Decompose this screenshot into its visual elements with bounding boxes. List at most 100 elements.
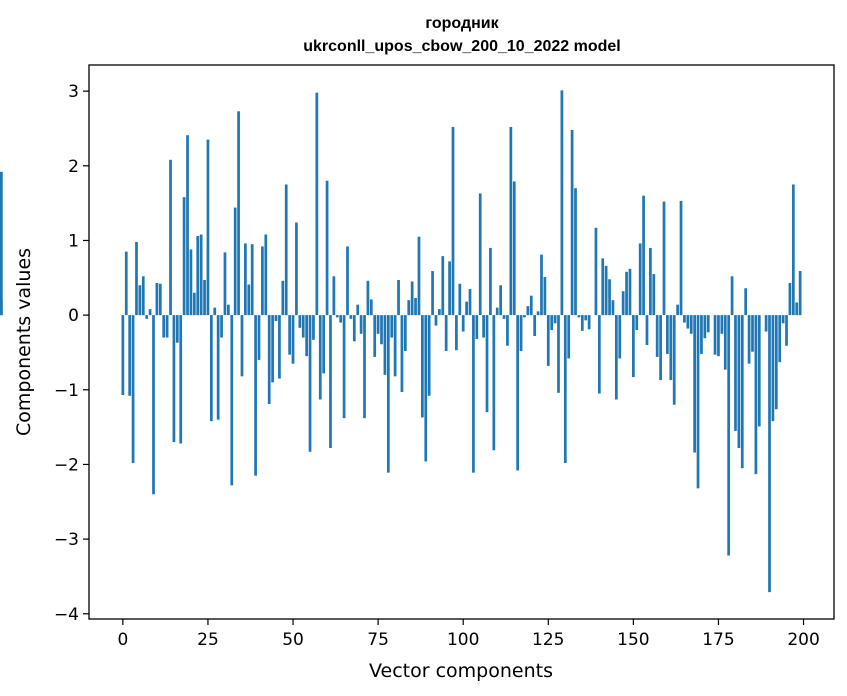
bar: [308, 315, 312, 452]
x-tick-label: 50: [282, 630, 304, 650]
y-tick-label: −4: [54, 605, 79, 625]
bar: [771, 315, 775, 422]
bar: [131, 315, 135, 463]
bar: [580, 315, 584, 331]
x-tick-label: 175: [702, 630, 734, 650]
bar: [693, 315, 696, 453]
bar: [247, 284, 251, 316]
bar: [557, 315, 560, 393]
x-tick-label: 200: [787, 630, 819, 650]
bar: [618, 315, 622, 359]
bar: [244, 243, 247, 316]
bar: [342, 315, 346, 419]
bar: [325, 180, 329, 316]
bar: [329, 315, 332, 449]
bar: [216, 315, 220, 420]
bar: [489, 247, 492, 316]
bar: [359, 315, 363, 334]
bar: [737, 315, 741, 449]
bar: [332, 276, 336, 316]
bar: [220, 315, 223, 338]
bar: [206, 139, 210, 316]
bar: [683, 315, 686, 323]
bar: [689, 315, 693, 334]
bar: [533, 315, 537, 337]
bar: [451, 126, 455, 316]
chart-title: городник: [425, 15, 499, 32]
bar: [458, 283, 462, 316]
bar: [672, 315, 676, 405]
bar: [492, 315, 496, 451]
bar: [373, 315, 377, 357]
bar: [635, 315, 639, 331]
bar: [438, 309, 441, 316]
bar: [478, 193, 482, 316]
bar: [138, 285, 142, 316]
bar: [546, 315, 550, 366]
bar: [509, 126, 513, 316]
bar: [781, 315, 785, 324]
bar: [567, 315, 571, 359]
bar: [203, 280, 206, 316]
bar: [223, 252, 227, 316]
bar: [686, 315, 690, 329]
bar: [158, 283, 162, 316]
bar: [230, 315, 234, 486]
bar: [713, 315, 717, 355]
bar: [148, 309, 152, 316]
bar: [676, 304, 679, 316]
bar: [649, 247, 652, 316]
bar: [352, 315, 356, 342]
bar: [798, 271, 802, 316]
bar: [502, 315, 506, 319]
bar: [376, 315, 380, 334]
bar: [553, 315, 557, 324]
bar: [397, 280, 400, 316]
bar: [550, 315, 554, 331]
bar: [192, 292, 196, 316]
bar: [584, 315, 588, 321]
bar: [751, 315, 754, 352]
y-tick-label: 0: [68, 306, 79, 326]
bar: [727, 315, 731, 556]
bars-group: [0, 90, 802, 593]
bar: [645, 315, 649, 345]
bar: [349, 315, 353, 319]
bar: [778, 315, 782, 363]
bar: [720, 315, 724, 334]
bar: [519, 315, 523, 351]
bar: [227, 304, 230, 316]
bar: [495, 307, 499, 316]
bar: [356, 304, 360, 316]
bar: [288, 315, 291, 355]
y-tick-label: 1: [68, 231, 79, 251]
x-tick-label: 0: [117, 630, 128, 650]
bar: [250, 244, 254, 316]
y-tick-label: −2: [54, 455, 79, 475]
bar: [196, 235, 200, 316]
bar: [455, 315, 458, 351]
bar: [291, 315, 295, 364]
bar: [638, 243, 642, 316]
bar: [254, 315, 257, 476]
bar: [169, 159, 172, 316]
bar: [666, 315, 669, 354]
bar: [172, 315, 176, 443]
bar: [386, 315, 390, 473]
bar: [271, 315, 274, 383]
bar: [723, 315, 727, 370]
bar: [390, 315, 394, 338]
bar: [608, 279, 611, 316]
bar: [587, 315, 591, 330]
bar: [237, 111, 240, 316]
bar: [448, 261, 451, 316]
bar: [366, 280, 370, 316]
bar: [563, 315, 567, 463]
bar: [601, 258, 605, 316]
bar: [424, 315, 428, 462]
bar: [744, 288, 748, 316]
bar: [417, 236, 421, 316]
bar: [261, 246, 264, 316]
bar: [209, 315, 213, 422]
bar: [774, 315, 778, 410]
